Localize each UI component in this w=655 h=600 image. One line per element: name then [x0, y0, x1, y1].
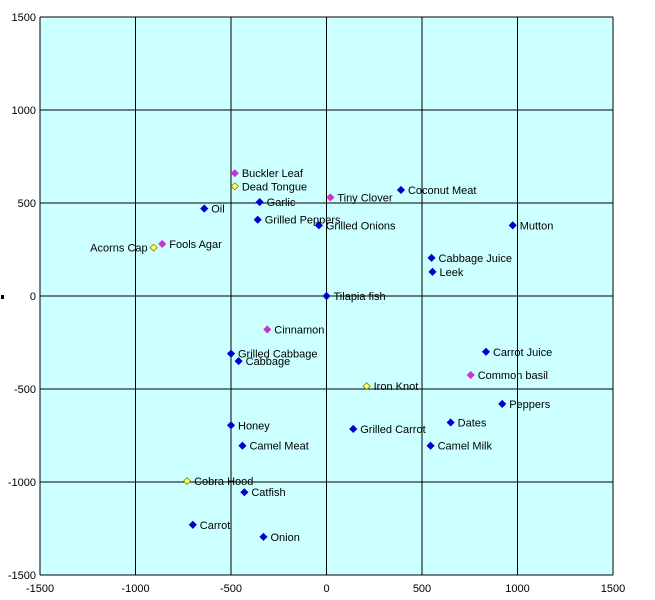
- data-point-marker: [234, 357, 243, 366]
- data-point-label: Cabbage: [246, 356, 291, 368]
- data-point-label: Mutton: [520, 220, 554, 232]
- data-point-label: Common basil: [478, 370, 548, 382]
- data-point-marker: [427, 253, 436, 262]
- data-point-label: Carrot Juice: [493, 347, 552, 359]
- data-point-label: Honey: [238, 420, 270, 432]
- data-point-marker: [200, 204, 209, 213]
- data-point-label: Iron Knot: [374, 381, 419, 393]
- data-point-label: Acorns Cap: [90, 243, 147, 255]
- data-point-marker: [322, 291, 331, 301]
- data-point-marker: [362, 382, 371, 391]
- y-tick-label: 1500: [12, 12, 36, 24]
- data-point-marker: [349, 424, 358, 434]
- data-point-label: Leek: [440, 267, 464, 279]
- small-edge-mark: [1, 295, 4, 299]
- data-point-marker: [226, 349, 236, 358]
- data-point-marker: [253, 215, 262, 224]
- data-point-marker: [498, 399, 507, 408]
- y-tick-label: -1000: [8, 477, 36, 489]
- data-point-label: Buckler Leaf: [242, 168, 304, 180]
- x-tick-label: 1500: [601, 583, 625, 595]
- data-point-label: Grilled Carrot: [360, 424, 425, 436]
- data-point-marker: [230, 182, 239, 191]
- data-point-label: Grilled Onions: [326, 220, 396, 232]
- data-point-marker: [226, 421, 236, 430]
- y-tick-label: 1000: [12, 105, 36, 117]
- data-point-label: Camel Meat: [249, 441, 308, 453]
- data-point-marker: [230, 169, 239, 178]
- x-tick-label: 500: [413, 583, 431, 595]
- data-point-marker: [259, 532, 268, 541]
- data-point-label: Peppers: [509, 399, 550, 411]
- data-point-marker: [446, 418, 455, 427]
- data-point-label: Fools Agar: [169, 239, 222, 251]
- data-point-marker: [428, 267, 437, 276]
- data-point-marker: [263, 325, 272, 334]
- data-point-label: Oil: [211, 204, 224, 216]
- data-point-marker: [149, 243, 158, 252]
- x-tick-label: -1000: [121, 583, 149, 595]
- x-tick-label: 1000: [505, 583, 529, 595]
- data-point-label: Grilled Cabbage: [238, 349, 318, 361]
- data-point-label: Tiny Clover: [337, 192, 393, 204]
- data-point-label: Cabbage Juice: [439, 253, 512, 265]
- x-tick-label: -500: [220, 583, 242, 595]
- data-point-marker: [238, 441, 247, 450]
- data-point-marker: [255, 198, 264, 207]
- data-point-label: Dates: [458, 417, 487, 429]
- data-point-label: Catfish: [251, 487, 285, 499]
- data-point-label: Tilapia fish: [334, 291, 386, 303]
- data-point-label: Garlic: [267, 197, 296, 209]
- data-point-marker: [188, 520, 197, 529]
- data-point-marker: [466, 370, 475, 380]
- data-point-label: Coconut Meat: [408, 185, 476, 197]
- data-point-marker: [158, 239, 167, 248]
- data-point-marker: [508, 221, 517, 230]
- x-tick-label: -1500: [26, 583, 54, 595]
- data-point-marker: [396, 185, 406, 195]
- axis-ticks: -1500 -1000 -500 0 500 1000 1500 -1500 -1000 -500…: [8, 12, 625, 595]
- data-point-marker: [183, 477, 192, 486]
- data-point-label: Camel Milk: [438, 441, 493, 453]
- data-point-label: Onion: [270, 532, 299, 544]
- data-point-label: Cobra Hood: [194, 476, 253, 488]
- y-tick-label: -500: [14, 384, 36, 396]
- data-point-label: Dead Tongue: [242, 181, 307, 193]
- data-point-label: Grilled Peppers: [265, 215, 341, 227]
- data-point-marker: [481, 347, 491, 356]
- y-tick-label: -1500: [8, 570, 36, 582]
- data-point-marker: [426, 441, 435, 450]
- x-tick-label: 0: [323, 583, 329, 595]
- data-point-label: Cinnamon: [274, 324, 324, 336]
- data-point-marker: [326, 193, 335, 202]
- data-point-label: Carrot: [200, 520, 231, 532]
- data-point-marker: [240, 488, 249, 497]
- y-tick-label: 500: [18, 198, 36, 210]
- data-point-marker: [314, 221, 323, 230]
- y-tick-label: 0: [30, 291, 36, 303]
